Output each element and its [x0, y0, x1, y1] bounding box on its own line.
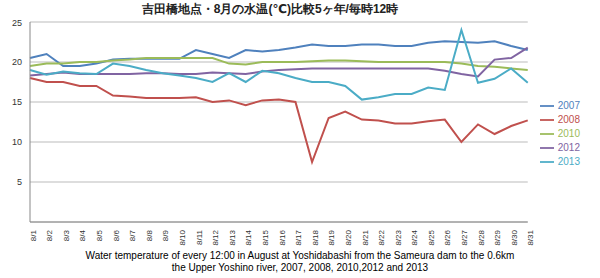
svg-text:8/13: 8/13	[228, 229, 237, 245]
svg-text:8/28: 8/28	[477, 229, 486, 245]
svg-text:8/27: 8/27	[460, 229, 469, 245]
svg-text:8/9: 8/9	[161, 229, 170, 241]
svg-text:25: 25	[12, 18, 22, 28]
svg-text:8/4: 8/4	[78, 229, 87, 241]
svg-text:8/25: 8/25	[427, 229, 436, 245]
svg-text:8/14: 8/14	[244, 229, 253, 245]
svg-text:8/1: 8/1	[29, 229, 38, 241]
svg-text:8/24: 8/24	[410, 229, 419, 245]
svg-text:8/6: 8/6	[112, 229, 121, 241]
svg-text:8/29: 8/29	[493, 229, 502, 245]
svg-text:8/21: 8/21	[361, 229, 370, 245]
html-text:吉田橋地点・8月の水温(℃)比較5ヶ年/毎時12時: 吉田橋地点・8月の水温(℃)比較5ヶ年/毎時12時	[141, 2, 399, 16]
svg-text:8/20: 8/20	[344, 229, 353, 245]
html-text:Water temperature of every 12:: Water temperature of every 12:00 in Augu…	[85, 250, 515, 261]
svg-text:8/19: 8/19	[327, 229, 336, 245]
svg-text:8/18: 8/18	[311, 229, 320, 245]
svg-text:8/11: 8/11	[195, 229, 204, 245]
html-text:the Upper Yoshino river, 2007,: the Upper Yoshino river, 2007, 2008, 201…	[171, 262, 429, 273]
svg-text:8/26: 8/26	[443, 229, 452, 245]
svg-text:8/23: 8/23	[394, 229, 403, 245]
svg-text:8/7: 8/7	[128, 229, 137, 241]
svg-text:8/16: 8/16	[278, 229, 287, 245]
svg-text:8/17: 8/17	[294, 229, 303, 245]
html-text:2010: 2010	[557, 127, 580, 139]
html-text:2012: 2012	[557, 141, 580, 153]
html-text:2013: 2013	[557, 155, 580, 167]
svg-text:8/12: 8/12	[211, 229, 220, 245]
svg-text:8/10: 8/10	[178, 229, 187, 245]
svg-text:8/2: 8/2	[45, 229, 54, 241]
html-text:2008: 2008	[557, 113, 580, 125]
svg-text:8/30: 8/30	[510, 229, 519, 245]
svg-text:8/31: 8/31	[526, 229, 535, 245]
svg-text:8/5: 8/5	[95, 229, 104, 241]
svg-text:15: 15	[12, 97, 22, 107]
svg-text:8/15: 8/15	[261, 229, 270, 245]
svg-text:8/22: 8/22	[377, 229, 386, 245]
svg-text:20: 20	[12, 57, 22, 67]
svg-text:8/3: 8/3	[62, 229, 71, 241]
svg-text:10: 10	[12, 137, 22, 147]
svg-text:5: 5	[17, 177, 22, 187]
svg-text:8/8: 8/8	[145, 229, 154, 241]
html-text:2007: 2007	[557, 99, 580, 111]
